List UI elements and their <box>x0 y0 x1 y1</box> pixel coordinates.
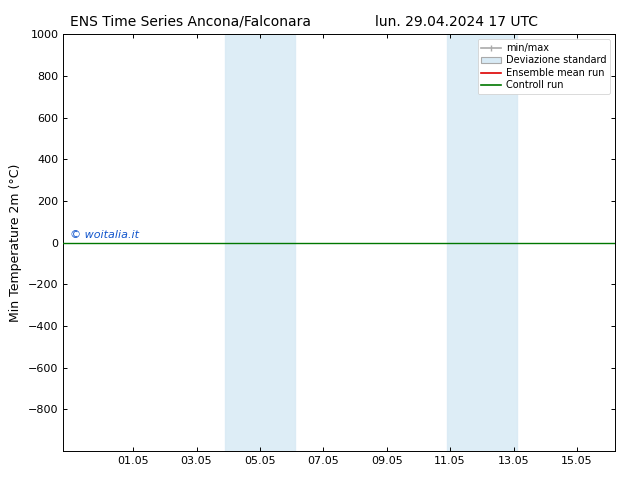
Text: © woitalia.it: © woitalia.it <box>70 230 139 240</box>
Text: lun. 29.04.2024 17 UTC: lun. 29.04.2024 17 UTC <box>375 15 538 29</box>
Y-axis label: Min Temperature 2m (°C): Min Temperature 2m (°C) <box>10 163 22 322</box>
Text: ENS Time Series Ancona/Falconara: ENS Time Series Ancona/Falconara <box>70 15 311 29</box>
Bar <box>447 34 517 451</box>
Legend: min/max, Deviazione standard, Ensemble mean run, Controll run: min/max, Deviazione standard, Ensemble m… <box>477 39 610 94</box>
Bar <box>225 34 295 451</box>
